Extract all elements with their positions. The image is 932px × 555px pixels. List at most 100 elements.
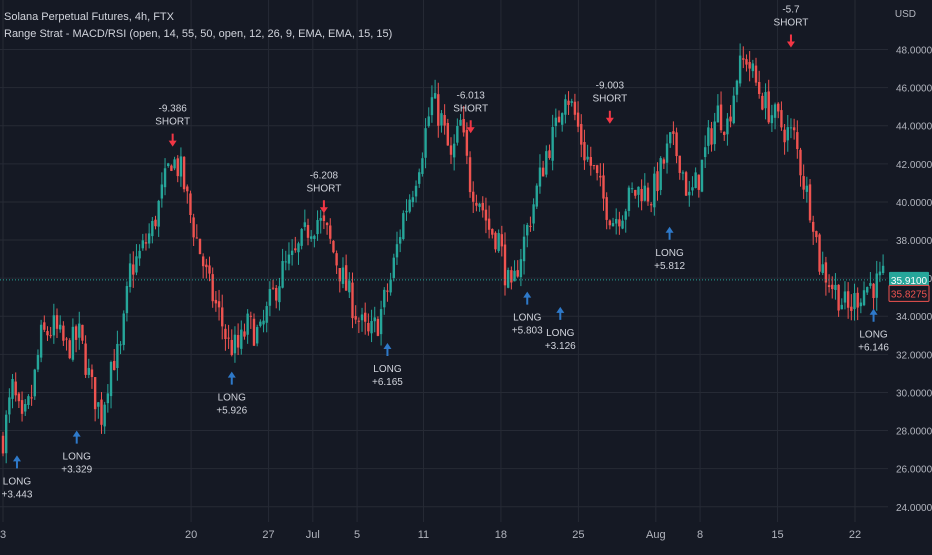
candle-body [230, 339, 233, 356]
candle-body [135, 256, 138, 273]
candle-body [834, 284, 837, 290]
candle-body [109, 362, 113, 397]
candle-body [338, 268, 341, 282]
candle-body [376, 318, 380, 336]
candle-body [669, 132, 672, 144]
candle-body [319, 218, 322, 221]
candle-body [106, 393, 110, 404]
y-tick-label: 24.0000 [896, 503, 932, 514]
candle-body [472, 191, 475, 202]
candle-body [414, 185, 418, 197]
candle-body [173, 159, 176, 169]
last-price-tag-label: 35.9100 [891, 276, 928, 287]
candle-body [170, 165, 173, 171]
candle-body [20, 400, 24, 414]
candle-body [713, 121, 716, 145]
candle-body [459, 119, 462, 126]
candle-body [875, 273, 878, 298]
candle-body [411, 197, 415, 203]
short-signal-arrow [466, 120, 475, 134]
candle-body [284, 261, 287, 263]
candle-body [773, 104, 777, 118]
candle-body [303, 222, 307, 227]
candle-body [557, 116, 561, 123]
y-tick-label: 38.0000 [896, 236, 932, 247]
candle-body [567, 100, 570, 105]
candle-body [818, 234, 821, 272]
candle-body [395, 244, 399, 258]
candle-body [179, 156, 183, 177]
long-signal-value: +5.803 [512, 326, 543, 337]
candle-body [697, 174, 701, 190]
candle-body [751, 63, 755, 72]
candle-body [138, 250, 141, 259]
y-tick-label: 40.0000 [896, 198, 932, 209]
candle-body [802, 176, 805, 190]
symbol-title[interactable]: Solana Perpetual Futures, 4h, FTX [4, 11, 174, 23]
candle-body [824, 262, 828, 283]
candle-body [615, 219, 618, 224]
y-tick-label: 26.0000 [896, 465, 932, 476]
candle-body [723, 131, 726, 135]
candle-body [535, 185, 538, 207]
candle-body [236, 335, 240, 348]
candle-body [707, 127, 710, 146]
candle-body [497, 233, 500, 251]
candle-body [332, 240, 335, 253]
candle-body [719, 104, 723, 131]
x-tick-label: 5 [354, 529, 360, 541]
candle-body [281, 260, 284, 288]
candle-body [24, 404, 27, 412]
candle-body [97, 402, 100, 407]
long-signal-arrow [869, 308, 878, 322]
candle-body [71, 326, 75, 360]
candle-body [329, 225, 332, 239]
candle-body [182, 156, 186, 190]
long-signal-value: +3.126 [545, 341, 576, 352]
candle-body [589, 157, 592, 166]
candle-body [341, 267, 345, 284]
candle-body [221, 307, 224, 327]
candle-body [754, 65, 758, 83]
candle-body [491, 229, 494, 235]
candle-body [198, 238, 202, 255]
candle-body [757, 82, 761, 95]
candle-body [208, 265, 211, 274]
y-tick-label: 28.0000 [896, 427, 932, 438]
candle-body [573, 101, 577, 115]
candle-body [189, 193, 192, 216]
short-signal-label: SHORT [592, 94, 627, 105]
candle-body [643, 185, 647, 201]
candle-body [503, 244, 507, 286]
candle-body [602, 175, 605, 199]
candle-body [211, 274, 214, 302]
candle-body [475, 202, 478, 206]
candle-body [745, 59, 748, 65]
candle-body [869, 283, 872, 286]
x-tick-label: 27 [262, 529, 274, 541]
candle-body [389, 279, 392, 293]
candle-body [74, 326, 78, 340]
candle-body [570, 101, 573, 103]
candle-body [128, 263, 132, 287]
candle-body [157, 200, 160, 227]
long-signal-value: +3.329 [61, 465, 92, 476]
candle-body [233, 334, 237, 354]
candle-body [777, 103, 780, 112]
long-signal-label: LONG [3, 476, 32, 487]
candle-body [364, 312, 367, 322]
indicator-label[interactable]: Range Strat - MACD/RSI (open, 14, 55, 50… [4, 28, 393, 40]
short-signal-arrow [786, 34, 795, 48]
candle-body [532, 204, 535, 224]
long-signal-label: LONG [655, 248, 684, 259]
candle-body [764, 92, 767, 109]
x-tick-label: 11 [418, 529, 429, 541]
candle-body [586, 156, 589, 160]
candle-body [805, 185, 809, 192]
y-tick-label: 48.0000 [896, 46, 932, 57]
candle-body [653, 173, 656, 208]
long-signal-arrow [556, 306, 565, 320]
candle-body [144, 242, 148, 244]
x-tick-label: Aug [646, 529, 666, 541]
